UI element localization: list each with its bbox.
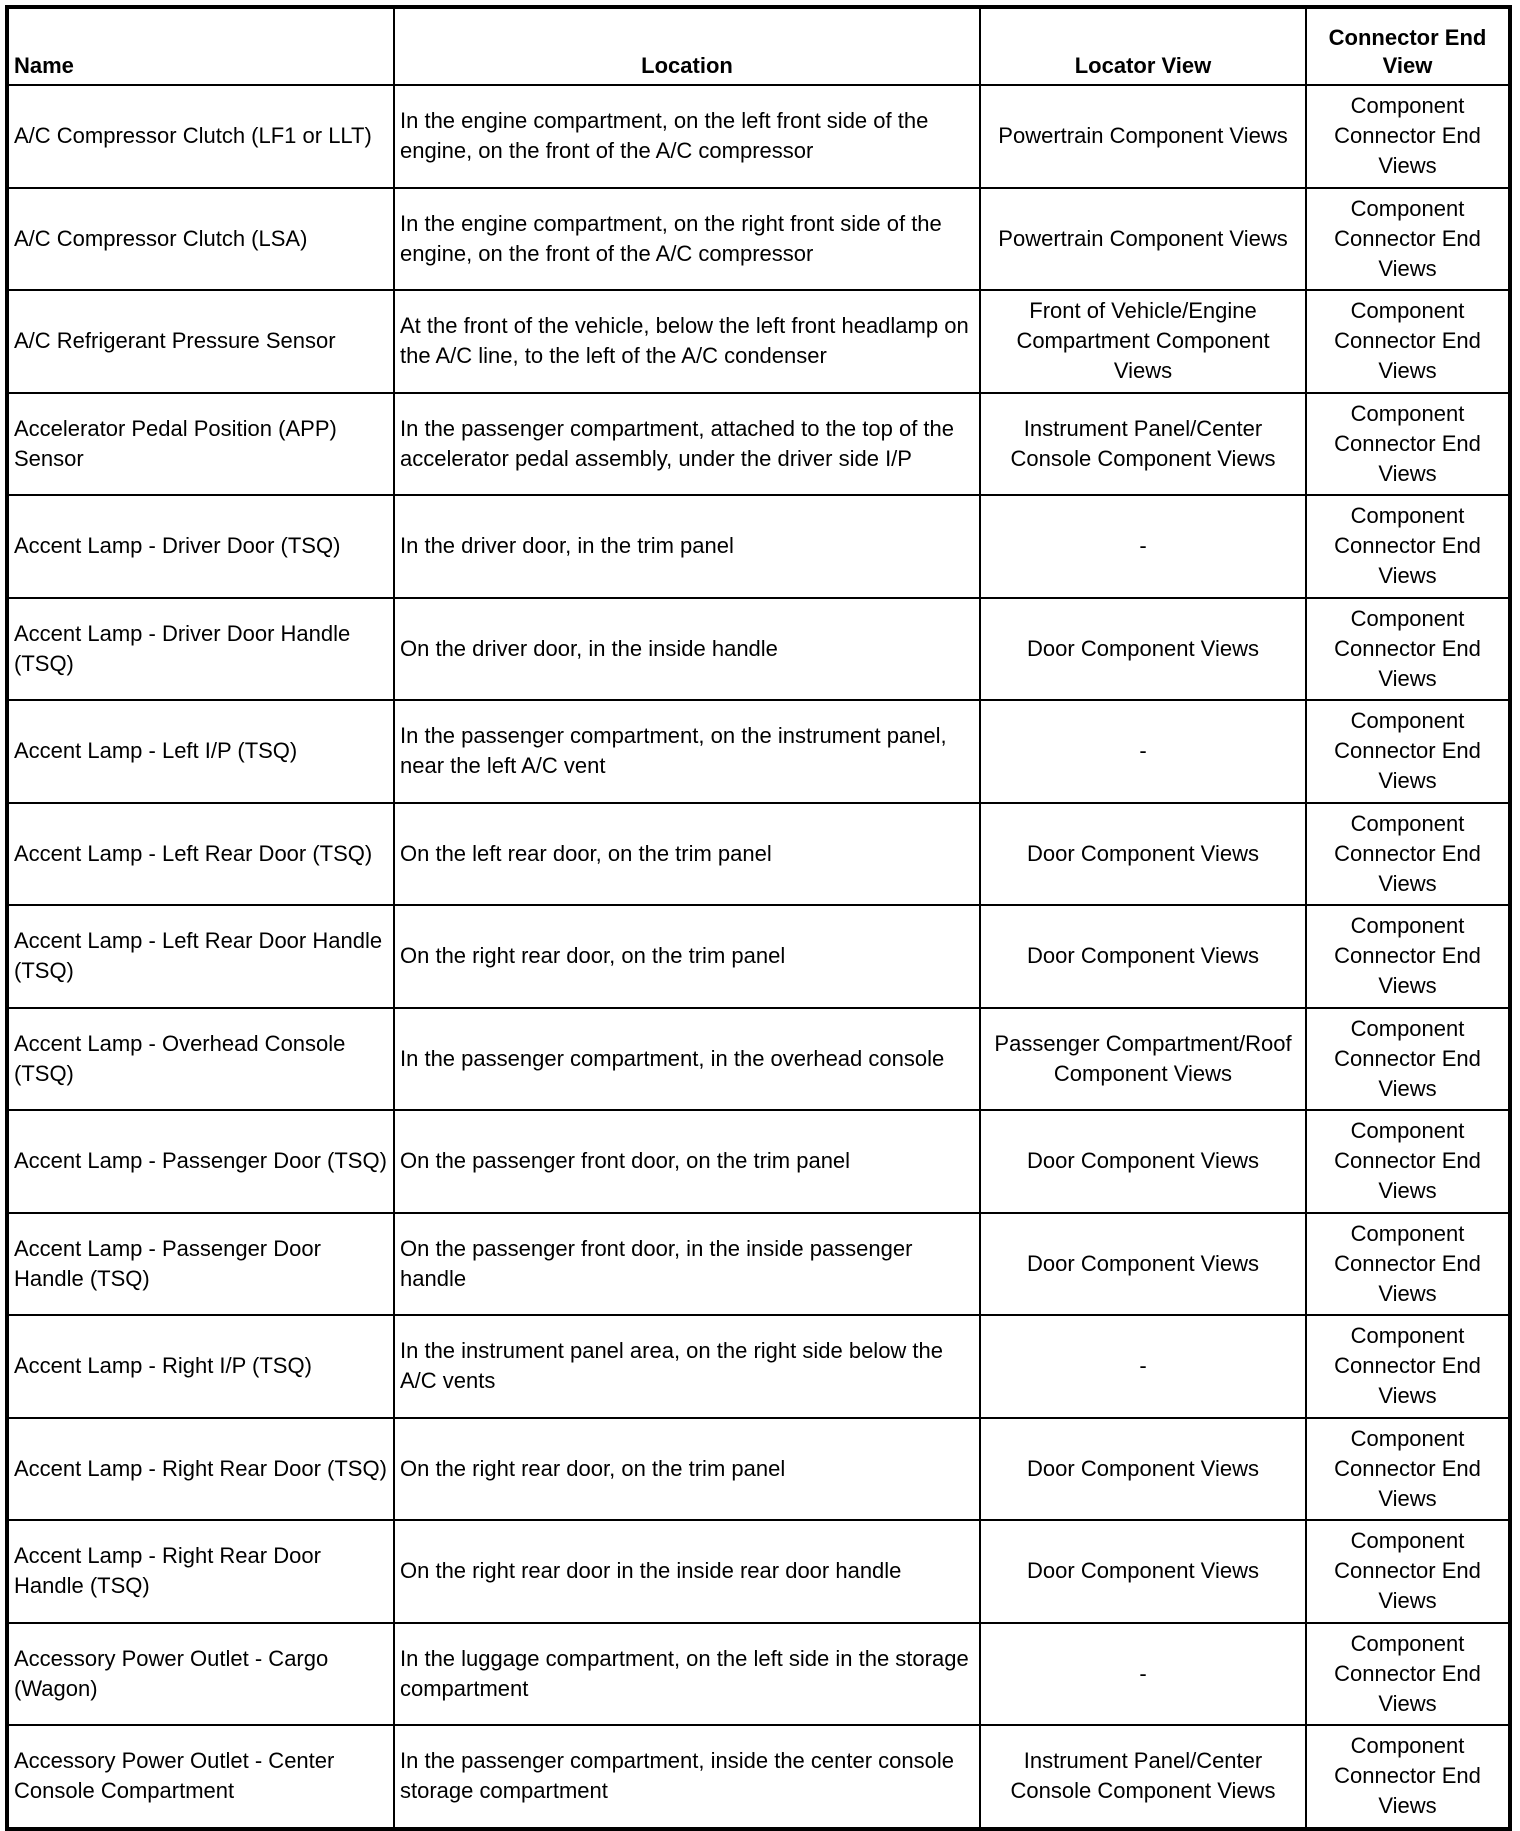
header-locator-view: Locator View: [979, 6, 1307, 86]
table-row: Accent Lamp - Driver Door (TSQ) In the dr…: [6, 494, 1511, 599]
connector-end-view-cell: Component Connector End Views: [1305, 1724, 1511, 1830]
connector-end-view-cell: Component Connector End Views: [1305, 1621, 1511, 1726]
location-cell: On the passenger front door, in the insi…: [393, 1211, 981, 1316]
location-cell: In the engine compartment, on the right …: [393, 186, 981, 291]
table-row: Accent Lamp - Passenger Door (TSQ) On the…: [6, 1109, 1511, 1214]
connector-end-view-cell: Component Connector End Views: [1305, 391, 1511, 496]
connector-end-view-cell: Component Connector End Views: [1305, 699, 1511, 804]
locator-view-cell: Instrument Panel/Center Console Componen…: [979, 391, 1307, 496]
name-cell: Accent Lamp - Driver Door Handle (TSQ): [6, 596, 395, 701]
locator-view-cell: Door Component Views: [979, 596, 1307, 701]
table-row: Accent Lamp - Left I/P (TSQ) In the passe…: [6, 699, 1511, 804]
connector-end-view-cell: Component Connector End Views: [1305, 1006, 1511, 1111]
locator-view-cell: Door Component Views: [979, 1519, 1307, 1624]
connector-end-view-cell: Component Connector End Views: [1305, 1314, 1511, 1419]
table-row: Accent Lamp - Right Rear Door Handle (TS…: [6, 1519, 1511, 1624]
location-cell: In the passenger compartment, on the ins…: [393, 699, 981, 804]
name-cell: Accent Lamp - Left I/P (TSQ): [6, 699, 395, 804]
locator-view-cell: -: [979, 1621, 1307, 1726]
name-cell: A/C Compressor Clutch (LSA): [6, 186, 395, 291]
location-cell: In the passenger compartment, in the ove…: [393, 1006, 981, 1111]
connector-end-view-cell: Component Connector End Views: [1305, 186, 1511, 291]
table-row: Accelerator Pedal Position (APP) Sensor I…: [6, 391, 1511, 496]
locator-view-cell: Door Component Views: [979, 801, 1307, 906]
connector-end-view-cell: Component Connector End Views: [1305, 84, 1511, 189]
location-cell: In the luggage compartment, on the left …: [393, 1621, 981, 1726]
locator-view-cell: Door Component Views: [979, 904, 1307, 1009]
connector-end-view-cell: Component Connector End Views: [1305, 1416, 1511, 1521]
table-row: Accessory Power Outlet - Cargo (Wagon) In…: [6, 1621, 1511, 1726]
connector-end-view-cell: Component Connector End Views: [1305, 1109, 1511, 1214]
locator-view-cell: -: [979, 699, 1307, 804]
table-row: A/C Compressor Clutch (LSA) In the engine…: [6, 186, 1511, 291]
locator-view-cell: -: [979, 1314, 1307, 1419]
component-locator-table: Name Location Locator View Connector End…: [5, 5, 1512, 1831]
locator-view-cell: Door Component Views: [979, 1109, 1307, 1214]
connector-end-view-cell: Component Connector End Views: [1305, 801, 1511, 906]
name-cell: Accent Lamp - Right I/P (TSQ): [6, 1314, 395, 1419]
locator-view-cell: Door Component Views: [979, 1416, 1307, 1521]
connector-end-view-cell: Component Connector End Views: [1305, 289, 1511, 394]
locator-view-cell: Powertrain Component Views: [979, 84, 1307, 189]
name-cell: Accent Lamp - Overhead Console (TSQ): [6, 1006, 395, 1111]
table-row: Accent Lamp - Left Rear Door (TSQ) On the…: [6, 801, 1511, 906]
header-name: Name: [6, 6, 395, 86]
locator-view-cell: Front of Vehicle/Engine Compartment Comp…: [979, 289, 1307, 394]
table-row: A/C Refrigerant Pressure Sensor At the fr…: [6, 289, 1511, 394]
table-row: Accent Lamp - Overhead Console (TSQ) In t…: [6, 1006, 1511, 1111]
table-row: Accent Lamp - Right I/P (TSQ) In the inst…: [6, 1314, 1511, 1419]
location-cell: On the right rear door, on the trim pane…: [393, 1416, 981, 1521]
connector-end-view-cell: Component Connector End Views: [1305, 904, 1511, 1009]
location-cell: On the left rear door, on the trim panel: [393, 801, 981, 906]
table-row: Accent Lamp - Right Rear Door (TSQ) On th…: [6, 1416, 1511, 1521]
location-cell: In the instrument panel area, on the rig…: [393, 1314, 981, 1419]
location-cell: At the front of the vehicle, below the l…: [393, 289, 981, 394]
table-row: A/C Compressor Clutch (LF1 or LLT) In the…: [6, 84, 1511, 189]
connector-end-view-cell: Component Connector End Views: [1305, 596, 1511, 701]
name-cell: Accent Lamp - Right Rear Door (TSQ): [6, 1416, 395, 1521]
location-cell: In the engine compartment, on the left f…: [393, 84, 981, 189]
name-cell: Accessory Power Outlet - Center Console …: [6, 1724, 395, 1830]
name-cell: Accent Lamp - Right Rear Door Handle (TS…: [6, 1519, 395, 1624]
connector-end-view-cell: Component Connector End Views: [1305, 1211, 1511, 1316]
location-cell: On the driver door, in the inside handle: [393, 596, 981, 701]
table-row: Accessory Power Outlet - Center Console …: [6, 1724, 1511, 1830]
header-location: Location: [393, 6, 981, 86]
location-cell: On the right rear door in the inside rea…: [393, 1519, 981, 1624]
table-row: Accent Lamp - Driver Door Handle (TSQ) On…: [6, 596, 1511, 701]
locator-view-cell: Door Component Views: [979, 1211, 1307, 1316]
location-cell: In the passenger compartment, inside the…: [393, 1724, 981, 1830]
name-cell: Accelerator Pedal Position (APP) Sensor: [6, 391, 395, 496]
name-cell: Accent Lamp - Passenger Door Handle (TSQ…: [6, 1211, 395, 1316]
location-cell: In the passenger compartment, attached t…: [393, 391, 981, 496]
location-cell: In the driver door, in the trim panel: [393, 494, 981, 599]
connector-end-view-cell: Component Connector End Views: [1305, 494, 1511, 599]
location-cell: On the right rear door, on the trim pane…: [393, 904, 981, 1009]
name-cell: Accent Lamp - Passenger Door (TSQ): [6, 1109, 395, 1214]
location-cell: On the passenger front door, on the trim…: [393, 1109, 981, 1214]
locator-view-cell: Passenger Compartment/Roof Component Vie…: [979, 1006, 1307, 1111]
locator-view-cell: -: [979, 494, 1307, 599]
table-row: Accent Lamp - Passenger Door Handle (TSQ…: [6, 1211, 1511, 1316]
header-row: Name Location Locator View Connector End…: [6, 6, 1511, 86]
name-cell: Accent Lamp - Left Rear Door Handle (TSQ…: [6, 904, 395, 1009]
name-cell: Accessory Power Outlet - Cargo (Wagon): [6, 1621, 395, 1726]
locator-view-cell: Powertrain Component Views: [979, 186, 1307, 291]
name-cell: A/C Refrigerant Pressure Sensor: [6, 289, 395, 394]
connector-end-view-cell: Component Connector End Views: [1305, 1519, 1511, 1624]
locator-view-cell: Instrument Panel/Center Console Componen…: [979, 1724, 1307, 1830]
name-cell: A/C Compressor Clutch (LF1 or LLT): [6, 84, 395, 189]
header-connector-end-view: Connector End View: [1305, 6, 1511, 86]
name-cell: Accent Lamp - Left Rear Door (TSQ): [6, 801, 395, 906]
name-cell: Accent Lamp - Driver Door (TSQ): [6, 494, 395, 599]
table-row: Accent Lamp - Left Rear Door Handle (TSQ…: [6, 904, 1511, 1009]
